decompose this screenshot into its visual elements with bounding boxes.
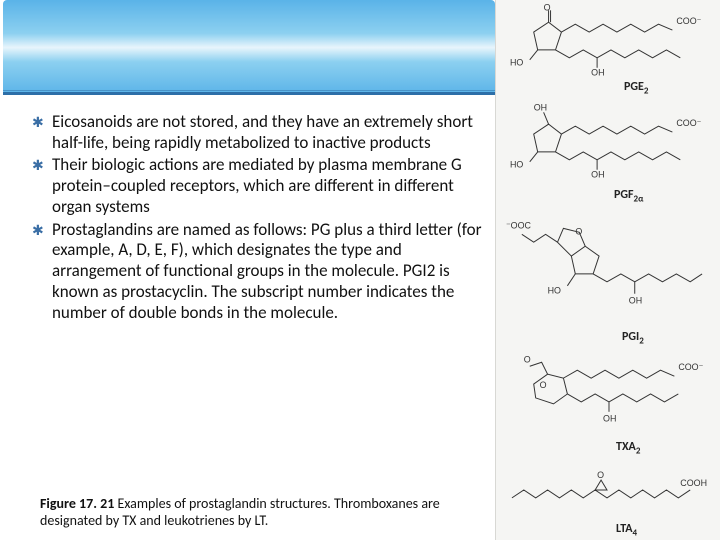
structure-pge2: O HO COO⁻ OH (504, 2, 712, 80)
caption-label: Figure 17. 21 (40, 495, 114, 512)
figure-caption: Figure 17. 21 Examples of prostaglandin … (40, 496, 490, 530)
header-band (3, 0, 495, 95)
svg-text:O: O (524, 354, 531, 364)
svg-text:COOH: COOH (680, 478, 707, 488)
svg-text:OH: OH (534, 102, 547, 112)
svg-text:O: O (597, 470, 604, 480)
svg-text:O: O (544, 2, 551, 12)
bullet-marker: ✱ (32, 220, 52, 324)
svg-text:O: O (575, 226, 582, 236)
svg-text:OH: OH (591, 68, 604, 78)
svg-text:HO: HO (548, 286, 561, 296)
svg-text:COO⁻: COO⁻ (676, 118, 701, 128)
bullet-text: Their biologic actions are mediated by p… (52, 155, 490, 217)
bullet-marker: ✱ (32, 155, 52, 217)
bullet-item: ✱ Eicosanoids are not stored, and they h… (32, 112, 490, 153)
svg-text:COO⁻: COO⁻ (676, 16, 701, 26)
structure-pgf2a: OH HO COO⁻ OH (504, 96, 712, 186)
svg-text:OH: OH (629, 296, 642, 306)
bullet-text: Eicosanoids are not stored, and they hav… (52, 112, 490, 153)
svg-text:O: O (540, 380, 547, 390)
svg-text:OH: OH (591, 170, 604, 180)
structure-lta4: O COOH (504, 454, 712, 520)
structure-label-pge2: PGE2 (624, 80, 648, 96)
bullet-item: ✱ Prostaglandins are named as follows: P… (32, 220, 490, 324)
svg-text:⁻OOC: ⁻OOC (506, 220, 532, 230)
bullet-marker: ✱ (32, 112, 52, 153)
structure-pgi2: O ⁻OOC HO OH (504, 200, 712, 328)
structure-txa2: O O COO⁻ OH (504, 344, 712, 438)
bullet-list: ✱ Eicosanoids are not stored, and they h… (32, 112, 490, 325)
bullet-item: ✱ Their biologic actions are mediated by… (32, 155, 490, 217)
svg-text:HO: HO (510, 160, 523, 170)
svg-text:HO: HO (510, 58, 523, 68)
bullet-text: Prostaglandins are named as follows: PG … (52, 220, 490, 324)
structure-label-lta4: LTA4 (616, 522, 637, 538)
figure-column: OHOCOO⁻OHPGE2OHHOCOO⁻OHPGF2αO⁻OOCHOOHPGI… (495, 0, 720, 540)
svg-text:COO⁻: COO⁻ (678, 362, 703, 372)
svg-text:OH: OH (603, 414, 616, 424)
